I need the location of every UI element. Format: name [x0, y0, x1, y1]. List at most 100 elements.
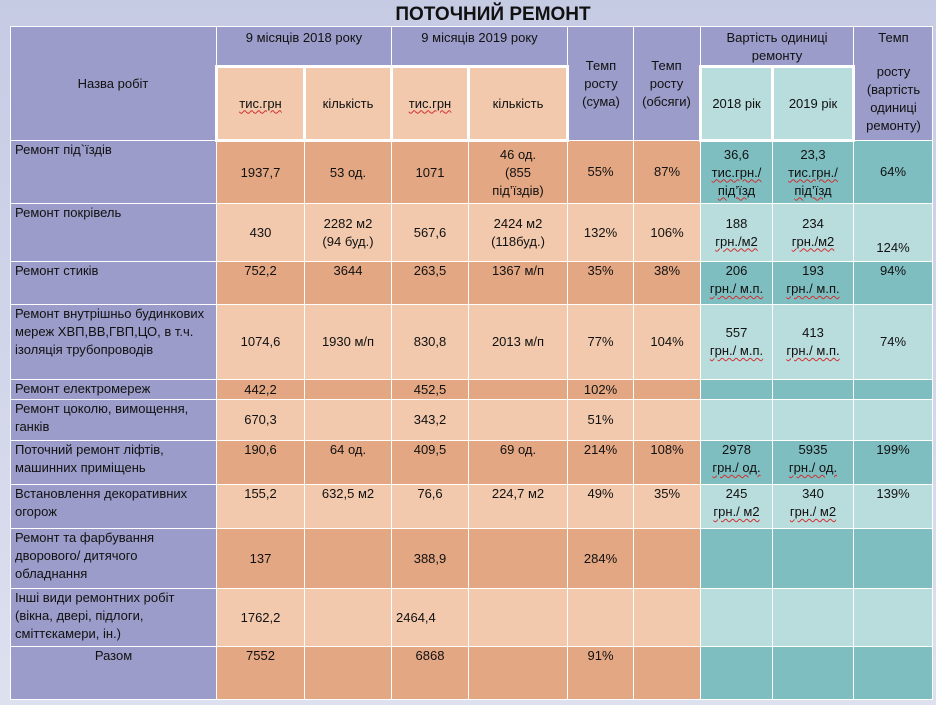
sum-2018-cell: 1937,7	[216, 140, 305, 204]
name-column-header: Назва робіт	[10, 26, 217, 141]
growth-volume-header: Темп росту (обсяги)	[633, 26, 701, 141]
cost-2019-cell	[772, 379, 854, 400]
growth-cost-cell: 199%	[853, 440, 933, 485]
qty-2019-cell: 224,7 м2	[468, 484, 568, 529]
growth-volume-cell: 35%	[633, 484, 701, 529]
growth-cost-cell	[853, 528, 933, 589]
growth-volume-cell: 87%	[633, 140, 701, 204]
growth-volume-cell: 104%	[633, 304, 701, 380]
qty-2019-cell: 69 од.	[468, 440, 568, 485]
growth-cost-cell: 94%	[853, 261, 933, 305]
row-name: Ремонт цоколю, вимощення, ганків	[10, 399, 217, 441]
table-row: Встановлення декоративних огорож 155,2 632…	[10, 484, 933, 529]
row-name: Ремонт та фарбування дворового/ дитячого…	[10, 528, 217, 589]
sum-2018-cell: 1762,2	[216, 588, 305, 647]
row-name: Ремонт покрівель	[10, 203, 217, 262]
qty-2019-cell	[468, 379, 568, 400]
qty-2018-cell: 632,5 м2	[304, 484, 392, 529]
unit-cost-header: Вартість одиниці ремонту	[700, 26, 854, 67]
cost-2018-cell	[700, 379, 773, 400]
cost-2019-cell: 193 грн./ м.п.	[772, 261, 854, 305]
sum-2018-cell: 155,2	[216, 484, 305, 529]
cost-2018-cell: 2978 грн./ од.	[700, 440, 773, 485]
sum-2018-cell: 430	[216, 203, 305, 262]
cost-2019-cell	[772, 646, 854, 700]
table-row: Ремонт електромереж 442,2 452,5 102%	[10, 379, 933, 400]
qty-2018-cell: 64 од.	[304, 440, 392, 485]
table-row: Ремонт та фарбування дворового/ дитячого…	[10, 528, 933, 589]
header-row-2: тис.грн кількість тис.грн кількість 2018…	[11, 65, 933, 142]
growth-sum-cell: 55%	[567, 140, 634, 204]
growth-volume-cell: 38%	[633, 261, 701, 305]
growth-cost-cell: 124%	[853, 203, 933, 262]
table-row: Інші види ремонтних робіт (вікна, двері,…	[10, 588, 933, 647]
qty-2018-cell: 3644	[304, 261, 392, 305]
table-row: Ремонт під`їздів 1937,7 53 од. 1071 46 од. (8…	[10, 140, 933, 204]
qty-2018-cell	[304, 399, 392, 441]
growth-sum-cell: 102%	[567, 379, 634, 400]
qty-2019-cell	[468, 588, 568, 647]
growth-cost-cell: 139%	[853, 484, 933, 529]
growth-sum-cell: 77%	[567, 304, 634, 380]
qty-2019-cell: 46 од. (855 під’їздів)	[468, 140, 568, 204]
cost-2019-cell: 5935 грн./ од.	[772, 440, 854, 485]
row-name: Встановлення декоративних огорож	[10, 484, 217, 529]
cost-2018-cell: 557 грн./ м.п.	[700, 304, 773, 380]
qty-2019-header: кількість	[467, 65, 569, 142]
growth-sum-cell: 51%	[567, 399, 634, 441]
repair-table: Назва робіт 9 місяців 2018 року 9 місяці…	[10, 26, 933, 700]
row-name: Ремонт під`їздів	[10, 140, 217, 204]
sum-2018-cell: 1074,6	[216, 304, 305, 380]
page-title: ПОТОЧНИЙ РЕМОНТ	[395, 4, 591, 25]
growth-volume-cell	[633, 646, 701, 700]
cost-2018-cell	[700, 528, 773, 589]
cost-2018-cell: 245 грн./ м2	[700, 484, 773, 529]
year-2019-header: 2019 рік	[771, 65, 855, 142]
growth-sum-cell: 132%	[567, 203, 634, 262]
sum-2019-cell: 76,6	[391, 484, 469, 529]
growth-cost-cell: 74%	[853, 304, 933, 380]
sum-2019-cell: 567,6	[391, 203, 469, 262]
qty-2018-header: кількість	[303, 65, 393, 142]
table-row: Ремонт стиків 752,2 3644 263,5 1367 м/п 35% 38…	[10, 261, 933, 305]
growth-volume-cell: 108%	[633, 440, 701, 485]
row-name: Ремонт внутрішньо будинкових мереж ХВП,В…	[10, 304, 217, 380]
row-name: Ремонт стиків	[10, 261, 217, 305]
cost-2019-cell	[772, 399, 854, 441]
year-2018-header: 2018 рік	[699, 65, 774, 142]
growth-volume-cell	[633, 528, 701, 589]
table-row: Разом 7552 6868 91%	[10, 646, 933, 700]
growth-cost-header: Темп росту (вартість одиниці ремонту)	[853, 26, 933, 141]
growth-cost-cell: 64%	[853, 140, 933, 204]
cost-2018-cell	[700, 646, 773, 700]
qty-2018-cell: 53 од.	[304, 140, 392, 204]
qty-2019-cell: 1367 м/п	[468, 261, 568, 305]
growth-sum-cell: 214%	[567, 440, 634, 485]
qty-2018-cell: 1930 м/п	[304, 304, 392, 380]
sum-2019-cell: 6868	[391, 646, 469, 700]
period-2019-header: 9 місяців 2019 року	[391, 26, 568, 67]
growth-cost-cell	[853, 646, 933, 700]
qty-2018-cell	[304, 528, 392, 589]
sum-2019-cell: 452,5	[391, 379, 469, 400]
cost-2018-cell	[700, 399, 773, 441]
growth-cost-cell	[853, 588, 933, 647]
sum-2019-cell: 343,2	[391, 399, 469, 441]
cost-2019-cell	[772, 528, 854, 589]
sum-2019-cell: 2464,4	[391, 588, 469, 647]
row-name: Разом	[10, 646, 217, 700]
qty-2018-cell	[304, 588, 392, 647]
table-row: Ремонт покрівель 430 2282 м2 (94 буд.) 567,6…	[10, 203, 933, 262]
growth-cost-cell	[853, 379, 933, 400]
growth-volume-cell: 106%	[633, 203, 701, 262]
sum-2019-cell: 1071	[391, 140, 469, 204]
sum-2018-cell: 752,2	[216, 261, 305, 305]
cost-2019-cell: 340 грн./ м2	[772, 484, 854, 529]
growth-sum-header: Темп росту (сума)	[567, 26, 634, 141]
growth-volume-cell	[633, 588, 701, 647]
growth-volume-cell	[633, 379, 701, 400]
cost-2019-cell	[772, 588, 854, 647]
growth-cost-cell	[853, 399, 933, 441]
table-row: Ремонт внутрішньо будинкових мереж ХВП,В…	[10, 304, 933, 380]
